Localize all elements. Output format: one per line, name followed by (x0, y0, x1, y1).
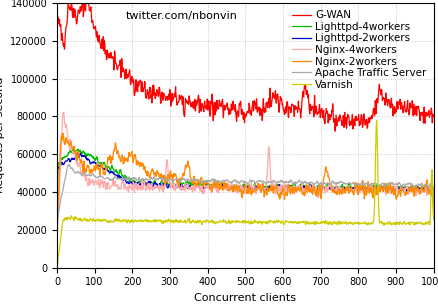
Apache Traffic Server (78, 172, 83, 175)
Nginx-2workers (388, 182, 393, 185)
G-WAN (348, 123, 353, 126)
Nginx-2workers (78, 159, 83, 163)
Nginx-2workers (54, 243, 60, 247)
Nginx-4workers (348, 190, 353, 193)
Line: Nginx-4workers: Nginx-4workers (57, 112, 434, 253)
Lighttpd-4workers (362, 187, 367, 190)
Lighttpd-2workers (431, 206, 436, 210)
Nginx-2workers (413, 185, 418, 188)
Lighttpd-2workers (77, 153, 82, 157)
Lighttpd-2workers (78, 151, 83, 155)
Text: twitter.com/nbonvin: twitter.com/nbonvin (125, 11, 237, 21)
Lighttpd-2workers (348, 186, 353, 190)
G-WAN (362, 118, 367, 122)
Lighttpd-4workers (431, 206, 436, 209)
Lighttpd-2workers (54, 214, 60, 218)
Nginx-4workers (54, 251, 60, 255)
Lighttpd-2workers (413, 186, 418, 190)
Nginx-2workers (131, 157, 136, 161)
Varnish (413, 223, 418, 226)
Line: Nginx-2workers: Nginx-2workers (57, 133, 434, 245)
Line: G-WAN: G-WAN (57, 0, 434, 139)
G-WAN (54, 137, 60, 141)
Lighttpd-4workers (348, 186, 353, 189)
Varnish (374, 119, 379, 123)
Lighttpd-4workers (413, 187, 418, 191)
Apache Traffic Server (388, 181, 393, 184)
Nginx-2workers (348, 187, 353, 191)
Varnish (388, 220, 393, 224)
Nginx-4workers (431, 190, 436, 194)
G-WAN (388, 106, 393, 110)
Nginx-2workers (431, 213, 436, 217)
Apache Traffic Server (54, 236, 60, 240)
Apache Traffic Server (131, 177, 136, 181)
Nginx-4workers (61, 110, 66, 114)
Line: Varnish: Varnish (57, 121, 434, 266)
Nginx-2workers (362, 195, 367, 198)
Nginx-4workers (362, 192, 367, 195)
Lighttpd-4workers (78, 149, 83, 152)
Lighttpd-2workers (362, 188, 367, 192)
Varnish (77, 219, 82, 223)
Legend: G-WAN, Lighttpd-4workers, Lighttpd-2workers, Nginx-4workers, Nginx-2workers, Apa: G-WAN, Lighttpd-4workers, Lighttpd-2work… (290, 8, 428, 92)
Line: Apache Traffic Server: Apache Traffic Server (57, 164, 434, 238)
Varnish (348, 220, 353, 224)
Lighttpd-4workers (54, 214, 60, 218)
Varnish (54, 264, 60, 268)
G-WAN (77, 10, 82, 13)
Apache Traffic Server (66, 163, 71, 166)
Apache Traffic Server (431, 218, 436, 222)
Apache Traffic Server (413, 184, 418, 187)
Y-axis label: Requests per second: Requests per second (0, 77, 5, 193)
Apache Traffic Server (362, 183, 367, 187)
Apache Traffic Server (348, 182, 353, 186)
Nginx-4workers (78, 167, 83, 171)
Line: Lighttpd-2workers: Lighttpd-2workers (57, 153, 434, 216)
Varnish (362, 221, 367, 225)
Lighttpd-2workers (388, 188, 393, 191)
Lighttpd-4workers (131, 179, 136, 183)
G-WAN (413, 107, 418, 110)
Varnish (431, 215, 436, 219)
Lighttpd-4workers (388, 185, 393, 189)
Nginx-2workers (60, 131, 66, 135)
X-axis label: Concurrent clients: Concurrent clients (194, 293, 296, 303)
Lighttpd-2workers (131, 181, 136, 185)
Nginx-4workers (413, 188, 418, 191)
Lighttpd-4workers (71, 147, 77, 151)
Nginx-4workers (131, 183, 136, 187)
Line: Lighttpd-4workers: Lighttpd-4workers (57, 149, 434, 216)
Nginx-4workers (388, 192, 393, 195)
Varnish (131, 221, 136, 224)
G-WAN (131, 80, 136, 84)
G-WAN (431, 115, 436, 118)
